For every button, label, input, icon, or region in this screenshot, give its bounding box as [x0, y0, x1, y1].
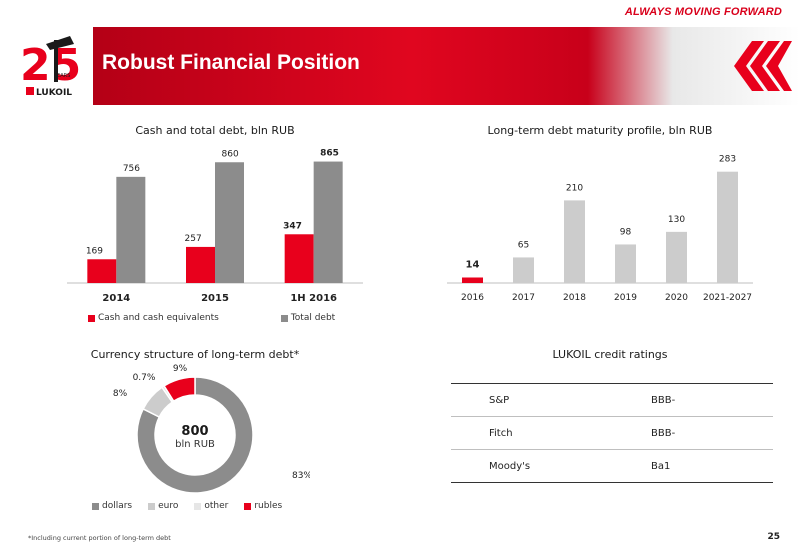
- data-label: 210: [566, 183, 583, 193]
- cash-debt-chart-title: Cash and total debt, bln RUB: [135, 124, 295, 137]
- data-label: 98: [620, 227, 632, 237]
- logo-brand: LUKOIL: [36, 88, 72, 98]
- slice-label: 83%: [292, 471, 310, 481]
- bar: [87, 259, 117, 283]
- data-label: 756: [123, 164, 140, 174]
- tick-label: 2018: [563, 293, 586, 303]
- maturity-chart-title: Long-term debt maturity profile, bln RUB: [487, 124, 713, 137]
- tick-label: 2016: [461, 293, 484, 303]
- bar: [615, 244, 636, 283]
- rating-cell: BBB-: [651, 416, 773, 450]
- rating-cell: Ba1: [651, 449, 773, 483]
- maturity-bar-chart: 14 2016 65 2017 210 2018 98 2019 130 2020 283 2021-…: [447, 155, 753, 303]
- tick-label: 1H 2016: [290, 293, 337, 304]
- data-label: 130: [668, 215, 685, 225]
- data-label: 283: [719, 155, 736, 165]
- currency-donut-chart: 83% 8% 0.7% 9%: [113, 364, 310, 494]
- bar: [666, 231, 687, 283]
- legend-item-other: other: [194, 501, 228, 511]
- bar: [116, 176, 146, 283]
- currency-legend: dollars euro other rubles: [92, 501, 282, 511]
- page-number: 25: [767, 532, 780, 542]
- slice-label: 8%: [113, 389, 128, 399]
- cash-debt-legend: Cash and cash equivalents Total debt: [88, 313, 335, 323]
- rating-cell: BBB-: [651, 383, 773, 417]
- agency-cell: S&P: [451, 383, 651, 417]
- bar: [513, 257, 534, 283]
- donut-center: 800 bln RUB: [150, 424, 240, 450]
- bar: [186, 246, 215, 283]
- tick-label: 2014: [102, 293, 130, 304]
- lukoil-25-years-logo: 25 YEARS LUKOIL: [10, 30, 88, 108]
- legend-item-cash: Cash and cash equivalents: [88, 313, 219, 323]
- donut-center-unit: bln RUB: [175, 439, 215, 450]
- bar: [313, 161, 343, 283]
- data-label: 65: [518, 240, 529, 250]
- tick-label: 2021-2027: [703, 293, 752, 303]
- legend-item-euro: euro: [148, 501, 178, 511]
- page-title: Robust Financial Position: [102, 51, 360, 74]
- chevrons-icon: [734, 41, 792, 91]
- data-label: 860: [222, 149, 239, 159]
- logo-years: YEARS: [53, 73, 70, 79]
- data-label: 347: [283, 221, 302, 231]
- tagline: ALWAYS MOVING FORWARD: [624, 6, 782, 18]
- data-label: 865: [320, 149, 339, 159]
- tick-label: 2017: [512, 293, 535, 303]
- ratings-table: S&P BBB- Fitch BBB- Moody's Ba1: [451, 383, 773, 483]
- table-row: Fitch BBB-: [451, 416, 773, 450]
- currency-chart-title: Currency structure of long-term debt*: [90, 348, 300, 361]
- bar: [215, 162, 244, 283]
- table-row: Moody's Ba1: [451, 449, 773, 483]
- data-label: 169: [86, 246, 103, 256]
- donut-center-value: 800: [181, 424, 209, 439]
- cash-debt-bar-chart: 169 756 2014 257 860 2015 347 865 1H 2016: [67, 149, 363, 304]
- slice-label: 0.7%: [133, 373, 156, 383]
- bar: [564, 200, 585, 283]
- table-row: S&P BBB-: [451, 383, 773, 417]
- tick-label: 2019: [614, 293, 637, 303]
- agency-cell: Fitch: [451, 416, 651, 450]
- legend-item-rubles: rubles: [244, 501, 282, 511]
- pie-slice: [136, 376, 254, 494]
- data-label: 14: [466, 259, 480, 270]
- ratings-title: LUKOIL credit ratings: [552, 348, 668, 361]
- tick-label: 2020: [665, 293, 688, 303]
- title-banner: Robust Financial Position: [93, 27, 800, 105]
- bar: [462, 277, 483, 283]
- footnote: *Including current portion of long-term …: [28, 534, 171, 542]
- agency-cell: Moody's: [451, 449, 651, 483]
- slice-label: 9%: [173, 364, 188, 374]
- bar: [284, 234, 314, 283]
- tick-label: 2015: [201, 293, 229, 304]
- legend-item-total-debt: Total debt: [280, 313, 335, 323]
- data-label: 257: [185, 234, 202, 244]
- bar: [717, 171, 738, 283]
- legend-item-dollars: dollars: [92, 501, 132, 511]
- pie-slice: [163, 376, 196, 403]
